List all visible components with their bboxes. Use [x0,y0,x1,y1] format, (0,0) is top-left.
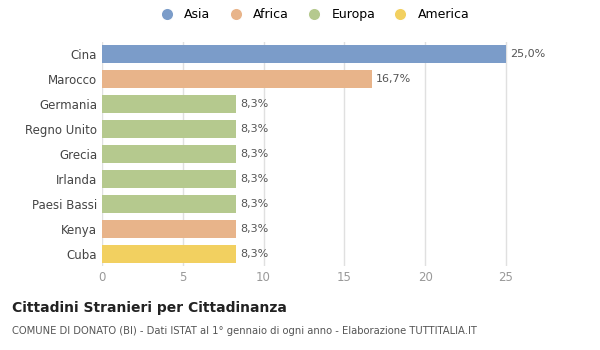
Bar [102,220,236,238]
Bar [102,195,236,213]
Text: 8,3%: 8,3% [240,149,268,159]
Text: 16,7%: 16,7% [376,74,411,84]
Text: 8,3%: 8,3% [240,99,268,109]
Text: 8,3%: 8,3% [240,248,268,259]
Bar [102,120,236,138]
Text: 25,0%: 25,0% [510,49,545,60]
Text: 8,3%: 8,3% [240,199,268,209]
Text: Cittadini Stranieri per Cittadinanza: Cittadini Stranieri per Cittadinanza [12,301,287,315]
Bar [102,245,236,262]
Text: 8,3%: 8,3% [240,224,268,234]
Text: COMUNE DI DONATO (BI) - Dati ISTAT al 1° gennaio di ogni anno - Elaborazione TUT: COMUNE DI DONATO (BI) - Dati ISTAT al 1°… [12,326,477,336]
Bar [102,145,236,163]
Text: 8,3%: 8,3% [240,124,268,134]
Bar [102,95,236,113]
Text: 8,3%: 8,3% [240,174,268,184]
Bar [102,170,236,188]
Bar [102,46,506,63]
Bar [102,70,372,88]
Legend: Asia, Africa, Europa, America: Asia, Africa, Europa, America [154,8,470,21]
